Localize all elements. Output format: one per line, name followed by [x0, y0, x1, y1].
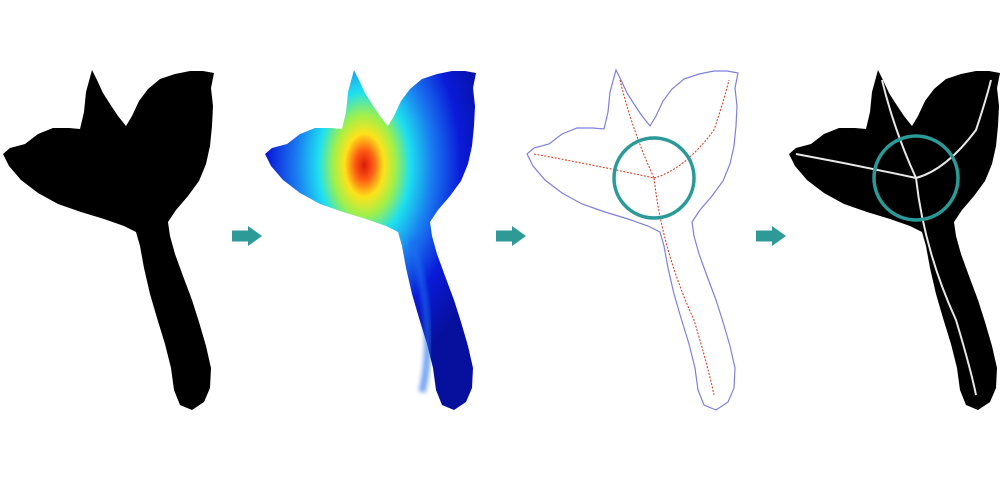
arrow-right-icon [756, 226, 786, 246]
skeleton-lines [795, 79, 992, 396]
arrow-right-icon [232, 226, 262, 246]
arrow-right-icon [496, 226, 526, 246]
contour-with-medial-axis [526, 69, 739, 411]
contour-outline [526, 69, 739, 411]
skeleton-overlay [789, 70, 1000, 410]
junction-circle-2 [872, 134, 960, 222]
heatmap-shape [265, 70, 476, 410]
binary-silhouette [3, 70, 214, 410]
silhouette-shape [3, 70, 214, 410]
junction-circle [612, 136, 696, 220]
medial-axis [533, 79, 730, 396]
heatmap-stem-ridge [408, 239, 432, 393]
distance-transform-heatmap [265, 70, 476, 410]
